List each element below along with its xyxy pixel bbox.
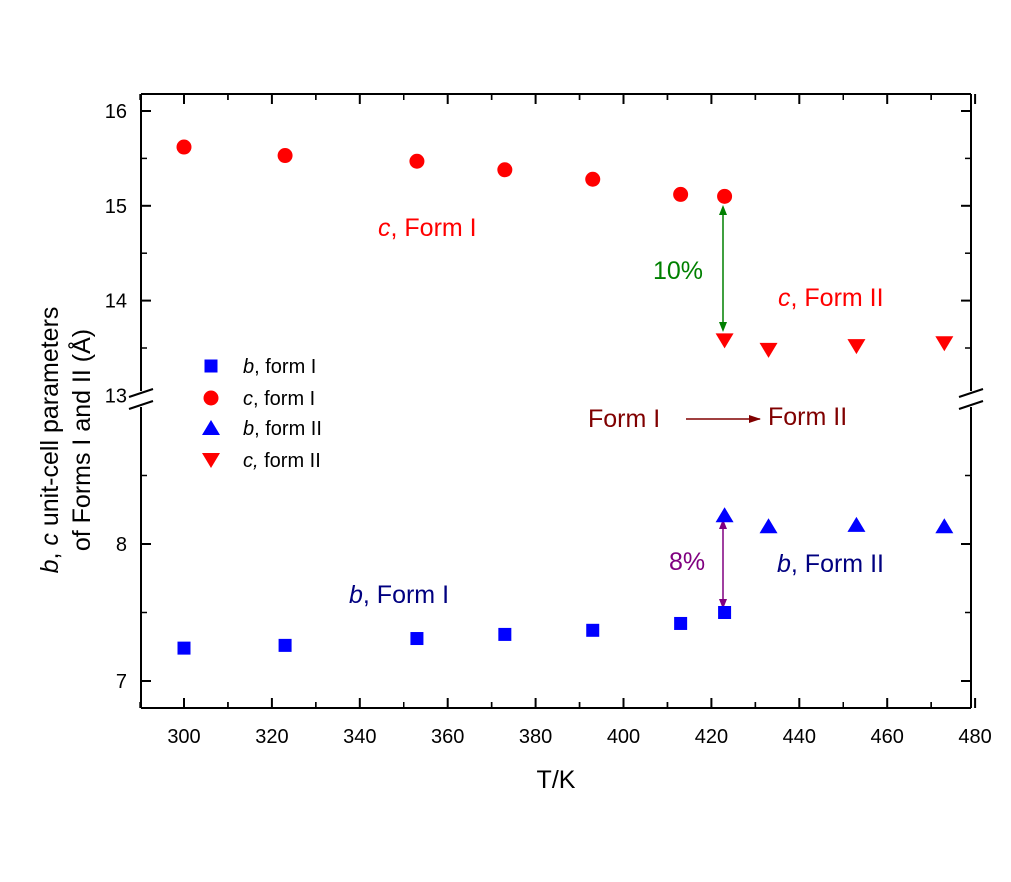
- legend-label: b, form I: [243, 356, 316, 378]
- y-axis-title-c: c: [36, 533, 64, 546]
- x-tick-label: 480: [958, 726, 991, 748]
- data-point-triangle-up: [935, 518, 954, 534]
- legend-label: c, form II: [243, 450, 321, 472]
- annotations: c, Form I c, Form II b, Form I b, Form I…: [349, 214, 884, 609]
- legend: b, form I c, form I b, form II c, form II: [202, 356, 322, 472]
- data-point-square: [410, 632, 424, 646]
- annotation-c-form-i: c, Form I: [378, 214, 477, 242]
- x-tick-label: 460: [871, 726, 904, 748]
- x-tick-label: 340: [343, 726, 376, 748]
- axis-break-mark: [958, 400, 984, 410]
- legend-marker-circle: [203, 390, 219, 406]
- plot-frame: [128, 93, 984, 709]
- y-axis-lower: 87: [116, 474, 971, 693]
- x-axis: 300 320 340 360 380 400 420 440 460 480: [139, 94, 992, 748]
- y-lower-tick-label: 7: [116, 671, 127, 693]
- data-point-circle: [409, 153, 425, 169]
- y-lower-tick-label: 8: [116, 534, 127, 556]
- annotation-form-i: Form I: [588, 405, 660, 433]
- y-upper-tick-label: 13: [105, 385, 127, 407]
- y-axis-title-sep: ,: [36, 546, 64, 560]
- data-point-square: [674, 616, 688, 630]
- annotation-8-percent: 8%: [669, 548, 705, 576]
- annotation-c-form-ii: c, Form II: [778, 284, 884, 312]
- data-point-circle: [585, 171, 601, 187]
- legend-label: b, form II: [243, 418, 322, 440]
- data-point-square: [498, 627, 512, 641]
- annotation-b-form-ii: b, Form II: [777, 550, 884, 578]
- data-point-triangle-down: [715, 333, 734, 349]
- data-point-square: [586, 623, 600, 637]
- data-point-triangle-up: [847, 516, 866, 532]
- x-tick-label: 300: [167, 726, 200, 748]
- y-upper-tick-label: 16: [105, 101, 127, 123]
- annotation-b-form-i: b, Form I: [349, 581, 449, 609]
- y-axis-title: b, c unit-cell parameters of Forms I and…: [36, 307, 96, 574]
- data-point-triangle-down: [935, 336, 954, 352]
- data-point-circle: [497, 162, 513, 178]
- y-axis-title-line2: of Forms I and II (Å): [66, 329, 96, 551]
- data-point-circle: [176, 139, 192, 155]
- data-point-triangle-down: [847, 339, 866, 355]
- axis-break-mark: [128, 388, 154, 398]
- y-upper-tick-label: 15: [105, 196, 127, 218]
- data-marks: [176, 139, 954, 655]
- annotation-form-ii: Form II: [768, 403, 847, 431]
- data-point-square: [177, 641, 191, 655]
- annotation-10-percent: 10%: [653, 257, 703, 285]
- axis-break-mark: [958, 388, 984, 398]
- x-tick-label: 400: [607, 726, 640, 748]
- legend-marker-triangle-down: [202, 453, 220, 468]
- legend-marker-square: [204, 359, 218, 373]
- y-upper-tick-label: 14: [105, 291, 127, 313]
- legend-label: c, form I: [243, 388, 315, 410]
- data-point-triangle-up: [715, 507, 734, 523]
- x-tick-label: 360: [431, 726, 464, 748]
- axis-break-mark: [128, 400, 154, 410]
- axis-break-gap-right: [958, 392, 984, 406]
- y-axis-upper: 16 15 14 13: [105, 101, 971, 407]
- data-point-circle: [673, 186, 689, 202]
- legend-marker-triangle-up: [202, 420, 220, 435]
- x-tick-label: 380: [519, 726, 552, 748]
- data-point-square: [718, 606, 732, 619]
- x-tick-label: 320: [255, 726, 288, 748]
- axis-break-gap-left: [128, 392, 154, 406]
- data-point-square: [278, 638, 292, 652]
- y-axis-title-b: b: [36, 559, 64, 573]
- data-point-triangle-down: [759, 342, 778, 358]
- x-axis-title: T/K: [537, 766, 576, 794]
- data-point-triangle-up: [759, 518, 778, 534]
- x-tick-label: 440: [783, 726, 816, 748]
- y-axis-title-rest: unit-cell parameters: [36, 307, 64, 533]
- data-point-circle: [277, 148, 293, 164]
- svg-text:b, c unit-cell parameters: b, c unit-cell parameters: [36, 307, 64, 574]
- x-tick-label: 420: [695, 726, 728, 748]
- data-point-circle: [717, 188, 733, 204]
